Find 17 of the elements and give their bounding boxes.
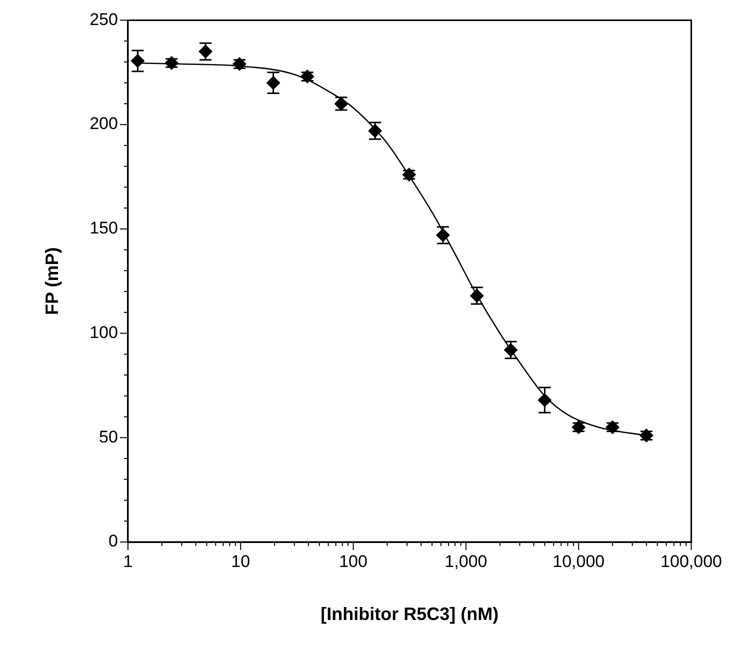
y-tick-label: 250 bbox=[90, 10, 118, 29]
x-tick-label: 1,000 bbox=[444, 552, 488, 571]
x-axis-title: [Inhibitor R5C3] (nM) bbox=[320, 604, 499, 624]
x-tick-label: 100 bbox=[339, 552, 368, 571]
x-tick-label: 100,000 bbox=[660, 552, 722, 571]
y-tick-label: 100 bbox=[90, 322, 118, 342]
y-tick-label: 200 bbox=[90, 114, 118, 134]
y-axis-title: FP (mP) bbox=[42, 247, 62, 315]
x-tick-label: 1 bbox=[123, 552, 133, 571]
point bbox=[300, 70, 314, 84]
point bbox=[164, 56, 179, 70]
y-tick-label: 150 bbox=[90, 218, 118, 238]
point bbox=[232, 57, 246, 72]
x-tick-label: 10,000 bbox=[552, 552, 605, 571]
y-tick-label: 0 bbox=[108, 532, 118, 551]
y-tick-label: 50 bbox=[99, 427, 118, 446]
x-tick-label: 10 bbox=[231, 552, 250, 571]
